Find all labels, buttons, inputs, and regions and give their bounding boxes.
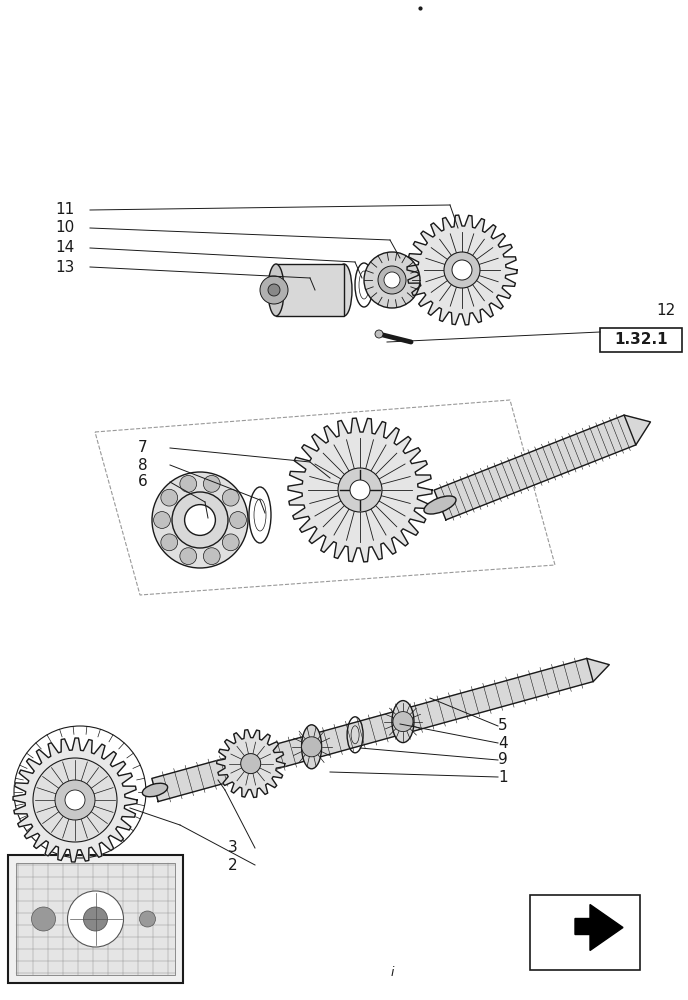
Polygon shape [434,415,636,520]
Ellipse shape [142,783,168,797]
Ellipse shape [268,264,284,316]
Circle shape [338,468,382,512]
Text: 2: 2 [228,857,237,872]
Circle shape [172,492,228,548]
Circle shape [364,252,420,308]
Text: 8: 8 [138,458,148,473]
Circle shape [204,475,220,492]
Ellipse shape [424,496,456,514]
Circle shape [152,472,248,568]
Circle shape [161,534,178,551]
Text: 4: 4 [498,736,508,750]
Circle shape [444,252,480,288]
Bar [600,328,682,352]
Text: 1: 1 [498,770,508,784]
Polygon shape [152,658,593,802]
Circle shape [184,505,215,535]
Text: 6: 6 [138,475,148,489]
Circle shape [204,548,220,565]
Circle shape [161,489,178,506]
Circle shape [180,548,197,565]
Ellipse shape [301,725,321,769]
Circle shape [140,911,155,927]
Text: 5: 5 [498,718,508,734]
Ellipse shape [336,264,352,316]
Bar [8,855,183,983]
Bar [276,264,344,316]
Circle shape [153,512,171,528]
Circle shape [55,780,95,820]
Circle shape [222,534,239,551]
Circle shape [230,512,246,528]
Polygon shape [407,215,517,325]
Text: 1.32.1: 1.32.1 [614,332,668,348]
Text: 13: 13 [55,259,74,274]
Text: 7: 7 [138,440,148,456]
Text: 14: 14 [55,240,74,255]
Circle shape [65,790,85,810]
Text: 12: 12 [657,303,676,318]
Circle shape [67,891,124,947]
Bar [16,863,175,975]
Text: i: i [390,966,394,978]
Text: 11: 11 [55,202,74,218]
Circle shape [301,737,321,757]
Circle shape [375,330,383,338]
Polygon shape [575,904,623,950]
Polygon shape [217,730,285,797]
Circle shape [83,907,107,931]
Circle shape [268,284,280,296]
Circle shape [32,907,56,931]
Text: 9: 9 [498,752,508,768]
Polygon shape [624,415,650,445]
Text: 3: 3 [228,840,238,856]
Polygon shape [13,738,137,862]
Circle shape [33,758,117,842]
Text: 10: 10 [55,221,74,235]
Circle shape [260,276,288,304]
Circle shape [378,266,406,294]
Circle shape [180,475,197,492]
Circle shape [241,754,261,774]
Circle shape [393,712,413,732]
Circle shape [384,272,400,288]
Circle shape [350,480,370,500]
Bar [530,895,640,970]
Circle shape [452,260,472,280]
Circle shape [222,489,239,506]
Polygon shape [288,418,432,562]
Ellipse shape [392,701,414,743]
Polygon shape [555,904,623,950]
Polygon shape [587,658,610,682]
